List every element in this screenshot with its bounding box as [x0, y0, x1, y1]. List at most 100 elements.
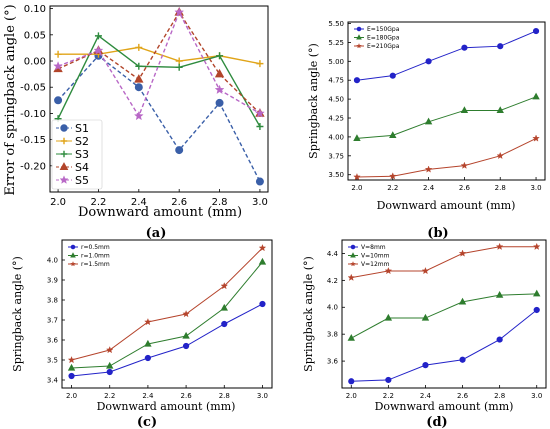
- legend-marker: [70, 261, 76, 267]
- data-point: [495, 242, 504, 250]
- legend-entry-label: r=1.5mm: [81, 261, 110, 268]
- y-tick-label: 4.50: [328, 96, 344, 104]
- data-point: [460, 161, 469, 169]
- series-line-e-150gpa: [356, 30, 537, 81]
- panel-label-a: (a): [146, 226, 167, 241]
- data-point: [389, 172, 397, 180]
- x-tick-label: 2.8: [212, 197, 228, 208]
- data-point: [353, 134, 361, 142]
- y-tick-label: 3.75: [328, 152, 344, 160]
- data-point: [458, 249, 467, 257]
- y-tick-label: 3.6: [47, 336, 59, 344]
- legend-marker: [350, 244, 356, 250]
- data-point: [53, 61, 63, 71]
- data-point: [214, 84, 225, 94]
- data-point: [532, 134, 540, 142]
- data-point: [144, 318, 152, 326]
- series-line-r-0-5mm: [71, 303, 263, 377]
- chart-panel-c: 2.0 2.2 2.4 2.6 2.8 3.0 3.4 3.5 3.6 3.7 3.8 3.9 4.0 r…: [11, 239, 273, 429]
- x-tick-label: 2.6: [171, 197, 187, 208]
- data-point: [425, 58, 432, 65]
- legend-entry-label: E=150Gpa: [367, 26, 400, 33]
- x-tick-label: 2.0: [50, 197, 66, 208]
- data-point: [389, 72, 396, 79]
- x-tick-label: 2.0: [66, 392, 77, 400]
- x-tick-label: 3.0: [252, 197, 268, 208]
- legend-marker: [60, 150, 68, 158]
- y-tick-label: -0.15: [20, 135, 46, 146]
- data-point: [255, 108, 265, 118]
- y-tick-label: 4.00: [328, 133, 344, 141]
- data-point: [68, 372, 75, 380]
- x-tick-label: 2.4: [131, 197, 147, 208]
- y-tick-label: 4.25: [328, 114, 344, 122]
- data-point: [256, 123, 264, 131]
- series-line-v-10mm: [351, 293, 537, 339]
- series-line-s2: [58, 46, 261, 65]
- y-tick-label: 0.10: [24, 4, 46, 15]
- y-tick-label: 5.00: [328, 58, 344, 66]
- legend-entry-label: S2: [75, 135, 89, 148]
- legend-entry-label: S4: [75, 161, 89, 174]
- data-point: [134, 83, 143, 92]
- x-tick-label: 2.2: [383, 392, 394, 400]
- x-tick-label: 2.6: [459, 184, 471, 192]
- data-point: [182, 342, 190, 350]
- data-point: [182, 310, 190, 318]
- x-tick-label: 2.2: [387, 184, 398, 192]
- series-line-s4: [57, 10, 261, 114]
- data-point: [421, 267, 430, 275]
- data-point: [532, 242, 541, 250]
- x-tick-label: 2.4: [423, 184, 435, 192]
- data-point: [93, 45, 104, 55]
- data-point: [106, 368, 113, 376]
- data-point: [182, 331, 190, 339]
- data-point: [460, 106, 469, 114]
- x-tick-label: 3.0: [257, 392, 268, 400]
- series-line-e-210gpa: [356, 137, 537, 178]
- series-line-s1: [57, 54, 261, 182]
- data-point: [422, 362, 429, 369]
- y-tick-label: 3.50: [328, 171, 344, 179]
- data-point: [133, 110, 144, 121]
- legend-marker: [356, 43, 362, 49]
- series-line-v-8mm: [351, 309, 538, 382]
- data-point: [94, 32, 102, 40]
- y-tick-label: 5.50: [328, 20, 344, 28]
- data-point: [221, 320, 228, 328]
- y-tick-label: -0.20: [20, 161, 46, 172]
- x-axis-label-a: Downward amount (mm): [78, 205, 242, 220]
- data-point: [134, 74, 144, 83]
- legend-entry-label: E=210Gpa: [367, 43, 400, 50]
- legend-marker: [356, 26, 362, 32]
- data-point: [144, 354, 152, 362]
- data-point: [424, 165, 433, 173]
- data-point: [256, 60, 264, 68]
- data-point: [385, 376, 392, 384]
- x-tick-label: 2.4: [142, 392, 154, 400]
- legend-marker: [59, 175, 69, 184]
- plot-area-a: 2.0 2.2 2.4 2.6 2.8 3.0 0.10 0.05 0.00 -0.05 -0.10…: [20, 4, 268, 208]
- y-tick-label: 3.7: [47, 316, 58, 324]
- data-point: [532, 27, 540, 35]
- x-tick-label: 2.2: [90, 197, 106, 208]
- data-point: [459, 356, 466, 363]
- x-tick-label: 2.0: [351, 184, 362, 192]
- plot-frame-a: [49, 5, 269, 193]
- x-axis-label-c: Downward amount (mm): [97, 400, 236, 413]
- data-point: [105, 346, 114, 354]
- plot-area-c: 2.0 2.2 2.4 2.6 2.8 3.0 3.4 3.5 3.6 3.7 3.8 3.9 4.0 r…: [47, 244, 268, 400]
- data-point: [353, 77, 361, 84]
- legend-entry-label: S1: [75, 122, 89, 135]
- data-point: [496, 151, 504, 159]
- legend-entry-label: r=1.0mm: [81, 253, 110, 260]
- panel-label-c: (c): [137, 415, 157, 429]
- legend-marker: [60, 137, 68, 145]
- data-point: [54, 50, 62, 58]
- legend-entry-label: S3: [75, 148, 89, 161]
- data-point: [214, 68, 225, 78]
- data-point: [215, 98, 224, 107]
